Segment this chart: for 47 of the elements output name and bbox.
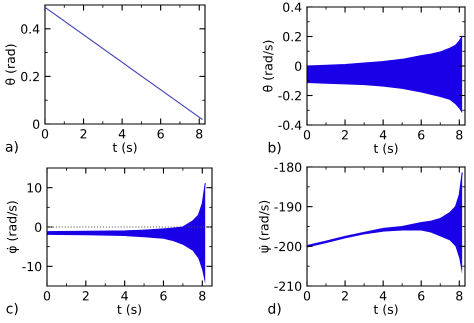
- y-axis-title: ψ̇ (rad/s): [258, 200, 271, 253]
- y-tick-label: -190: [274, 202, 302, 212]
- y-axis-title: θ (rad): [5, 44, 17, 85]
- y-tick-label: -0.4: [278, 120, 302, 130]
- text: b): [268, 142, 281, 154]
- x-tick-label: 0: [42, 129, 48, 139]
- y-tick-label: 10: [28, 183, 42, 193]
- x-axis-title: t (s): [374, 304, 398, 316]
- y-axis-title: θ̇ (rad/s): [262, 40, 274, 92]
- y-tick-label: -0.2: [278, 90, 301, 100]
- x-axis-title: t (s): [374, 143, 398, 154]
- x-tick-label: 2: [342, 130, 348, 140]
- x-tick-label: 8: [196, 129, 202, 139]
- y-tick-label: 0.4: [21, 24, 40, 34]
- x-tick-label: 0: [304, 130, 310, 140]
- x-tick-label: 6: [418, 130, 424, 140]
- x-tick-label: 8: [456, 291, 462, 301]
- y-tick-label: 0.2: [283, 32, 301, 42]
- x-tick-label: 0: [44, 291, 50, 301]
- y-tick-label: 0.2: [21, 72, 39, 82]
- y-axis-title: φ̇ (rad/s): [6, 201, 19, 254]
- x-tick-label: 6: [418, 291, 424, 301]
- x-tick-label: 2: [82, 291, 89, 300]
- x-axis-title: t (s): [112, 142, 136, 154]
- x-tick-label: 4: [118, 129, 126, 138]
- y-tick-label: -180: [274, 162, 302, 172]
- y-tick-label: -10: [22, 262, 42, 272]
- text: a): [6, 141, 18, 154]
- y-tick-label: 0: [295, 61, 302, 71]
- y-tick-label: -210: [274, 281, 302, 291]
- y-tick-label: 0: [33, 119, 40, 129]
- text: c): [6, 302, 18, 316]
- x-tick-label: 8: [199, 291, 206, 301]
- x-tick-label: 0: [304, 291, 310, 301]
- x-tick-label: 2: [80, 129, 86, 138]
- x-tick-label: 6: [158, 129, 164, 139]
- x-tick-label: 4: [380, 130, 386, 140]
- x-tick-label: 2: [342, 291, 348, 300]
- x-tick-label: 6: [160, 291, 167, 301]
- y-tick-label: 0.4: [283, 2, 302, 12]
- x-tick-label: 8: [456, 130, 462, 140]
- text: d): [268, 303, 281, 316]
- x-tick-label: 4: [380, 291, 386, 300]
- y-tick-label: 0: [35, 222, 42, 232]
- x-axis-title: t (s): [117, 304, 141, 316]
- y-tick-label: -200: [274, 242, 302, 252]
- x-tick-label: 4: [121, 291, 128, 300]
